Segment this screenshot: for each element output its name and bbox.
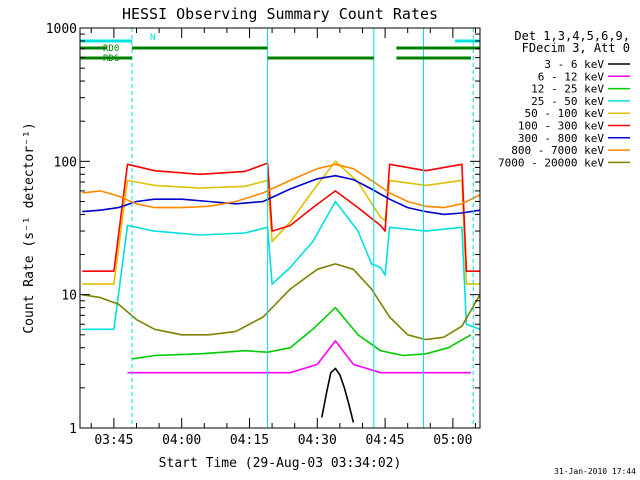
annotation-label: RD6 [103,54,119,64]
legend-entry-label: 6 - 12 keV [538,70,605,83]
legend-entry-label: 50 - 100 keV [525,107,605,120]
series-layer [82,160,481,423]
series-line-4 [82,200,481,331]
series-line-8 [82,163,481,209]
series-line-5 [82,160,480,285]
footer-date: 31-Jan-2010 17:44 [554,467,636,476]
legend-header-line: Det 1,3,4,5,6,9, [514,29,630,43]
x-tick-label: 04:45 [366,433,405,448]
legend-entry-label: 12 - 25 keV [531,83,604,96]
chart-title: HESSI Observing Summary Count Rates [122,5,438,23]
x-tick-label: 04:00 [162,433,201,448]
annotation-label: RD0 [103,44,119,54]
series-line-3 [131,306,472,360]
legend: Det 1,3,4,5,6,9, FDecim 3, Att 0 3 - 6 k… [498,29,630,169]
x-tick-label: 04:30 [298,433,337,448]
series-line-9 [82,263,481,341]
series-line-2 [127,340,471,374]
legend-entry-label: 300 - 800 keV [518,132,604,145]
series-line-7 [82,174,481,216]
y-tick-label: 1 [69,422,77,437]
legend-entry-label: 100 - 300 keV [518,120,604,133]
legend-entry-label: 800 - 7000 keV [511,144,604,157]
plot-frame [79,27,481,429]
x-tick-label: 03:45 [94,433,133,448]
legend-entry-label: 3 - 6 keV [544,58,604,71]
y-tick-label: 1000 [46,22,77,37]
y-tick-label: 100 [54,155,77,170]
x-axis-label: Start Time (29-Aug-03 03:34:02) [159,456,402,471]
legend-entry-label: 25 - 50 keV [531,95,604,108]
x-tick-label: 04:15 [230,433,269,448]
annotation-label: N [150,33,155,43]
y-tick-label: 10 [61,289,77,304]
y-axis-label: Count Rate (s⁻¹ detector⁻¹) [22,122,37,333]
axis-layer: 03:45 04:00 04:15 04:30 04:45 05:00 1 10 100 1000 [46,22,480,448]
series-line-1 [321,367,355,423]
legend-entry-label: 7000 - 20000 keV [498,156,604,169]
series-line-6 [82,162,480,273]
legend-header-line: FDecim 3, Att 0 [522,41,630,55]
x-tick-label: 05:00 [433,433,472,448]
